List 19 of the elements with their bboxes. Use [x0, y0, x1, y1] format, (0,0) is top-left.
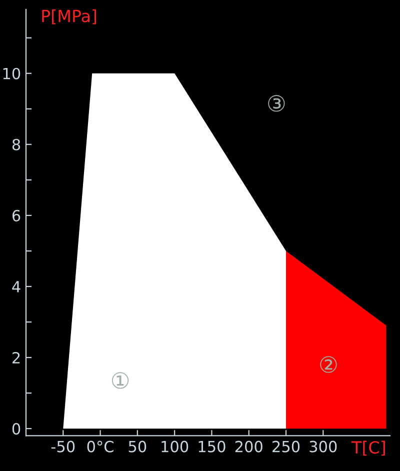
annotation: ③: [268, 95, 285, 112]
x-tick-label: 50: [128, 440, 146, 452]
y-axis-title: P[MPa]: [42, 9, 96, 24]
x-tick-label: 100: [162, 440, 188, 452]
annotation: ②: [320, 356, 337, 373]
x-tick-label: 250: [272, 440, 300, 452]
y-tick-label: 4: [12, 281, 20, 292]
x-tick-label: -50: [51, 440, 75, 452]
x-tick-label: 0°C: [87, 440, 114, 452]
annotation: ①: [112, 372, 129, 389]
y-tick-label: 0: [12, 423, 20, 435]
y-tick-label: 10: [3, 68, 20, 80]
y-tick-label: 8: [12, 138, 20, 150]
x-tick-label: 150: [198, 440, 226, 452]
y-tick-label: 6: [12, 210, 20, 222]
x-tick-label: 200: [235, 440, 262, 452]
y-tick-label: 2: [12, 352, 20, 364]
x-axis-title: T[C]: [351, 440, 385, 456]
x-tick-label: 300: [310, 440, 337, 452]
